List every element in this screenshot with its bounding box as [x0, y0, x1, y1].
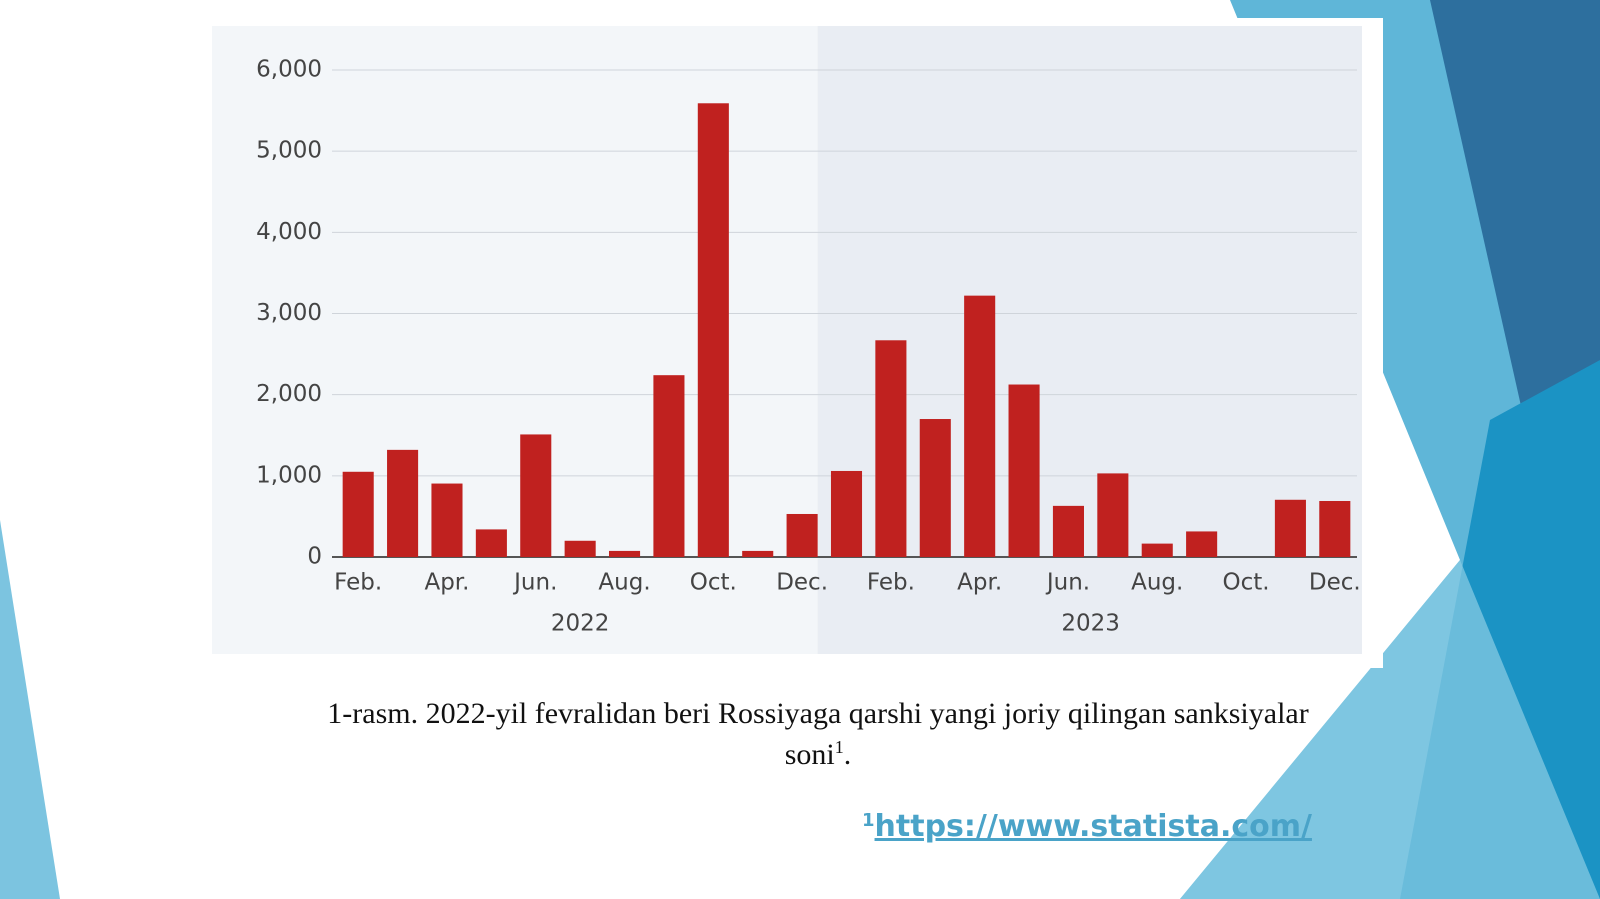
footnote: 1https://www.statista.com/: [862, 809, 1312, 844]
bar: [653, 375, 685, 557]
y-tick-label: 6,000: [256, 57, 322, 83]
bar: [1097, 473, 1129, 557]
x-tick-label: Dec.: [1309, 570, 1361, 596]
bar: [342, 471, 374, 557]
caption: 1-rasm. 2022-yil fevralidan beri Rossiya…: [327, 697, 1308, 730]
bar: [1008, 384, 1040, 557]
footnote-mark: 1: [862, 810, 875, 831]
y-tick-label: 5,000: [256, 138, 322, 164]
bar: [1141, 543, 1173, 557]
bar: [1319, 500, 1351, 557]
footnote-link[interactable]: https://www.statista.com/: [875, 809, 1312, 844]
bar: [697, 103, 729, 558]
bar: [475, 529, 507, 557]
caption: soni1.: [785, 737, 852, 771]
year-band: [817, 26, 1362, 654]
year-label: 2023: [1061, 611, 1120, 637]
x-tick-label: Aug.: [598, 570, 650, 596]
note-mark: 1: [835, 737, 844, 757]
x-tick-label: Dec.: [776, 570, 828, 596]
y-tick-label: 1,000: [256, 462, 322, 488]
caption-text: soni: [785, 738, 835, 771]
y-tick-label: 4,000: [256, 219, 322, 245]
decor: [0, 520, 60, 899]
bar: [875, 340, 907, 557]
bar: [830, 470, 863, 557]
x-tick-label: Apr.: [957, 570, 1002, 596]
x-tick-label: Jun.: [1045, 570, 1090, 596]
bar: [742, 550, 774, 557]
bar: [387, 449, 419, 557]
bar: [431, 483, 463, 557]
bar: [520, 434, 552, 557]
y-tick-label: 3,000: [256, 300, 322, 326]
bar: [564, 540, 596, 557]
bar: [1186, 531, 1218, 557]
year-label: 2022: [551, 611, 610, 637]
x-tick-label: Jun.: [512, 570, 557, 596]
decor: [1180, 560, 1600, 899]
caption-end: .: [844, 738, 852, 771]
bar: [1274, 499, 1306, 557]
bar: [1052, 505, 1084, 557]
x-tick-label: Feb.: [867, 570, 915, 596]
bar: [786, 513, 818, 557]
x-tick-label: Feb.: [334, 570, 382, 596]
bar: [609, 550, 641, 557]
bar: [964, 295, 996, 557]
y-tick-label: 2,000: [256, 381, 322, 407]
y-tick-label: 0: [307, 544, 322, 570]
x-tick-label: Apr.: [424, 570, 469, 596]
bar: [919, 419, 951, 557]
x-tick-label: Oct.: [1222, 570, 1269, 596]
x-tick-label: Oct.: [690, 570, 737, 596]
x-tick-label: Aug.: [1131, 570, 1183, 596]
